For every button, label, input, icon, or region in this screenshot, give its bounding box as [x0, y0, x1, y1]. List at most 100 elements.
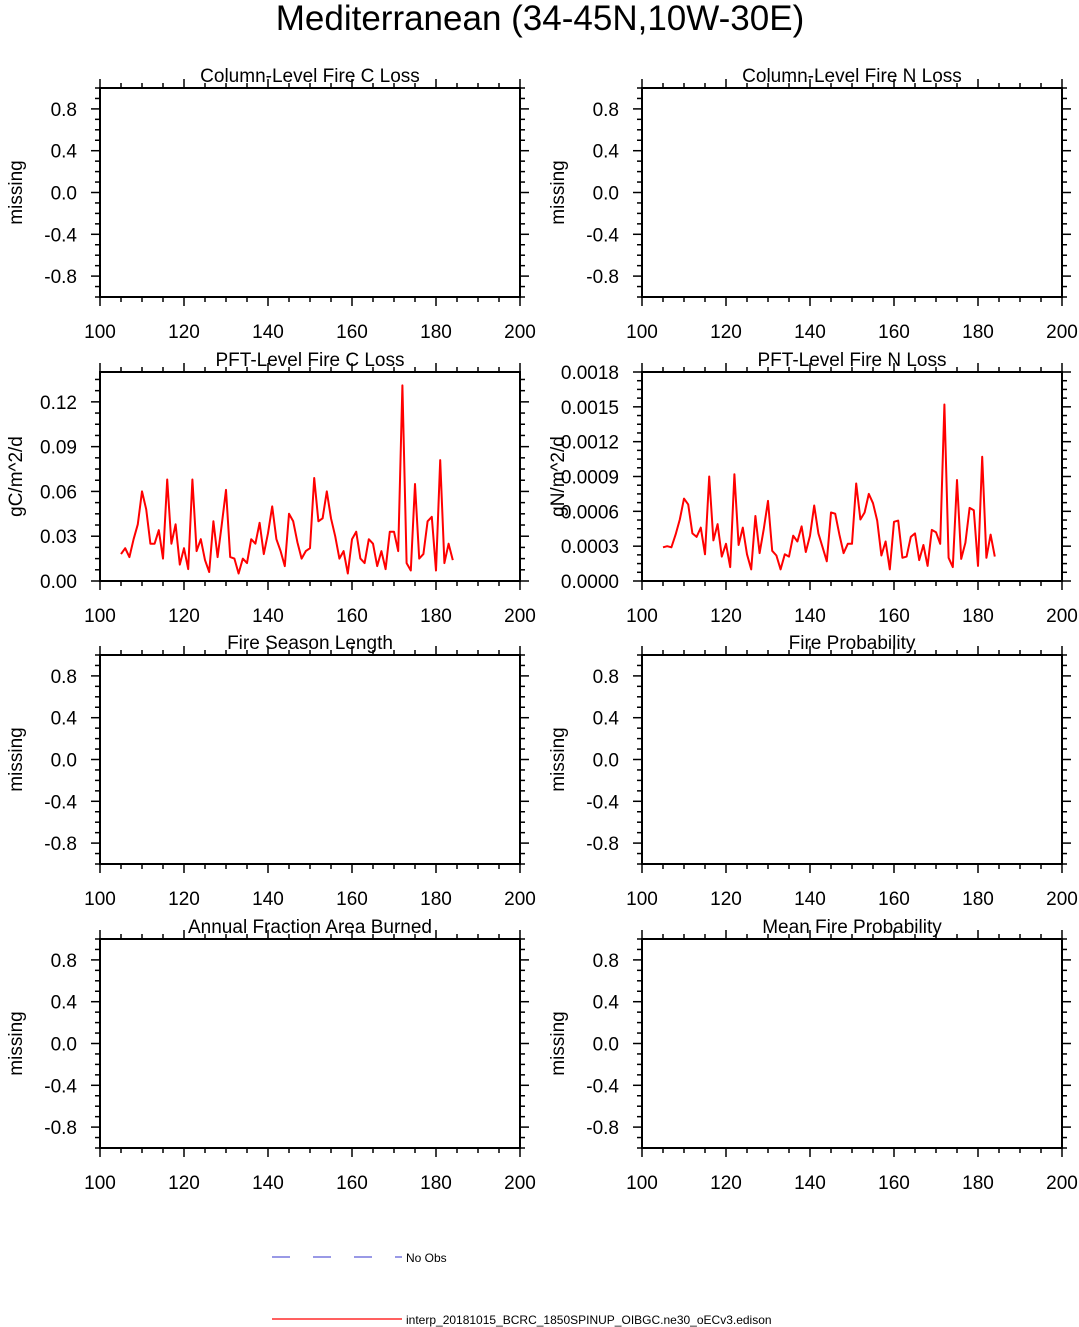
panel-title: Annual Fraction Area Burned [188, 917, 432, 938]
x-tick-label: 180 [420, 1173, 452, 1194]
y-axis-label: missing [6, 160, 27, 224]
y-tick-label: 0.06 [40, 482, 77, 503]
y-tick-label: 0.0 [593, 184, 619, 205]
x-tick-label: 140 [252, 1173, 284, 1194]
x-tick-label: 200 [1046, 889, 1078, 910]
x-tick-label: 120 [710, 889, 742, 910]
panel-2: PFT-Level Fire C Loss gC/m^2/d 100 120 140 16… [6, 350, 536, 627]
x-tick-label: 140 [252, 606, 284, 627]
x-tick-label: 200 [504, 889, 536, 910]
y-tick-label: -0.4 [44, 792, 77, 813]
y-tick-label: -0.4 [586, 792, 619, 813]
y-tick-label: -0.8 [44, 267, 77, 288]
x-tick-label: 180 [420, 606, 452, 627]
y-tick-label: 0.0009 [561, 468, 619, 489]
panel-title: Mean Fire Probability [762, 917, 942, 938]
y-tick-label: 0.09 [40, 438, 77, 459]
x-tick-label: 140 [794, 606, 826, 627]
legend-no-obs-label: No Obs [406, 1251, 447, 1265]
x-tick-label: 120 [710, 1173, 742, 1194]
x-tick-label: 200 [1046, 1173, 1078, 1194]
x-tick-label: 180 [962, 889, 994, 910]
x-tick-label: 120 [710, 322, 742, 343]
y-tick-label: 0.8 [593, 951, 619, 972]
x-tick-label: 160 [878, 889, 910, 910]
x-tick-label: 140 [794, 1173, 826, 1194]
y-tick-label: 0.0012 [561, 433, 619, 454]
panel-1: Column-Level Fire N Loss missing 100 120 140… [548, 66, 1078, 343]
plot-frame [99, 654, 521, 865]
x-tick-label: 180 [420, 322, 452, 343]
y-tick-label: 0.4 [51, 993, 78, 1014]
x-tick-label: 100 [626, 889, 658, 910]
x-tick-label: 140 [252, 322, 284, 343]
y-tick-label: 0.0 [51, 751, 77, 772]
x-tick-label: 120 [168, 606, 200, 627]
panel-title: Fire Probability [789, 633, 916, 654]
x-tick-label: 120 [710, 606, 742, 627]
x-tick-label: 100 [84, 1173, 116, 1194]
y-tick-label: 0.8 [51, 951, 77, 972]
x-tick-label: 200 [1046, 606, 1078, 627]
y-axis-label: gC/m^2/d [6, 436, 27, 517]
y-tick-label: 0.8 [51, 667, 77, 688]
y-axis-label: missing [548, 727, 569, 791]
y-tick-label: 0.0000 [561, 572, 619, 593]
panel-0: Column-Level Fire C Loss missing 100 120 140… [6, 66, 536, 343]
y-tick-label: 0.4 [593, 142, 620, 163]
y-tick-label: 0.0 [51, 1035, 77, 1056]
panel-7: Mean Fire Probability missing 100 120 140 160… [548, 917, 1078, 1194]
panels-group: Column-Level Fire C Loss missing 100 120 140… [6, 66, 1078, 1194]
y-tick-label: 0.4 [593, 709, 620, 730]
y-tick-label: 0.0003 [561, 537, 619, 558]
x-tick-label: 160 [336, 889, 368, 910]
y-tick-label: 0.4 [593, 993, 620, 1014]
x-tick-label: 160 [336, 606, 368, 627]
panel-5: Fire Probability missing 100 120 140 160 180 20… [548, 633, 1078, 910]
x-tick-label: 100 [626, 1173, 658, 1194]
x-tick-label: 140 [794, 889, 826, 910]
x-tick-label: 140 [252, 889, 284, 910]
x-tick-label: 200 [1046, 322, 1078, 343]
series-line [120, 384, 454, 575]
panel-3: PFT-Level Fire N Loss gN/m^2/d 100 120 140 16… [548, 350, 1078, 627]
y-tick-label: -0.4 [586, 225, 619, 246]
legend-model-label: interp_20181015_BCRC_1850SPINUP_OIBGC.ne… [406, 1313, 772, 1327]
panel-6: Annual Fraction Area Burned missing 100 120… [6, 917, 536, 1194]
x-tick-label: 140 [794, 322, 826, 343]
plot-frame [99, 87, 521, 298]
y-tick-label: -0.4 [586, 1076, 619, 1097]
x-tick-label: 120 [168, 889, 200, 910]
x-tick-label: 100 [84, 606, 116, 627]
x-tick-label: 160 [878, 322, 910, 343]
panel-title: Column-Level Fire N Loss [742, 66, 962, 87]
y-tick-label: -0.8 [586, 267, 619, 288]
y-tick-label: -0.8 [44, 1118, 77, 1139]
y-tick-label: 0.0 [593, 1035, 619, 1056]
x-tick-label: 200 [504, 322, 536, 343]
x-tick-label: 200 [504, 1173, 536, 1194]
panel-title: Column-Level Fire C Loss [200, 66, 420, 87]
x-tick-label: 160 [336, 1173, 368, 1194]
y-tick-label: -0.8 [586, 834, 619, 855]
x-tick-label: 200 [504, 606, 536, 627]
x-tick-label: 120 [168, 322, 200, 343]
y-tick-label: 0.0 [593, 751, 619, 772]
y-tick-label: 0.8 [593, 667, 619, 688]
x-tick-label: 120 [168, 1173, 200, 1194]
x-tick-label: 180 [962, 1173, 994, 1194]
y-tick-label: 0.0015 [561, 398, 619, 419]
y-axis-label: gN/m^2/d [548, 436, 569, 517]
y-tick-label: 0.4 [51, 709, 78, 730]
y-tick-label: 0.4 [51, 142, 78, 163]
x-tick-label: 100 [84, 889, 116, 910]
y-tick-label: 0.8 [593, 100, 619, 121]
y-tick-label: 0.00 [40, 572, 77, 593]
y-tick-label: -0.8 [44, 834, 77, 855]
plot-frame [99, 938, 521, 1149]
panel-title: PFT-Level Fire C Loss [216, 350, 405, 371]
x-tick-label: 160 [878, 1173, 910, 1194]
x-tick-label: 100 [626, 322, 658, 343]
y-tick-label: 0.8 [51, 100, 77, 121]
